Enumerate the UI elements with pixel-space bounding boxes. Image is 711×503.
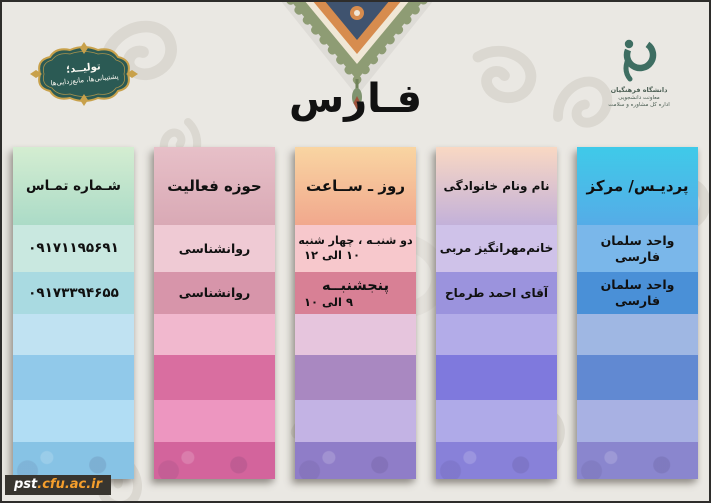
logo-office-line: اداره کل مشاوره و سلامت: [608, 102, 670, 109]
table-cell: [154, 442, 275, 479]
column-campus-center: پردیـس/ مرکز واحد سلمان فارسی واحد سلمان…: [577, 147, 698, 479]
column-header-day-time: روز ـ ســاعت: [295, 147, 416, 225]
table-cell: ۰۹۱۷۳۳۹۴۶۵۵: [13, 272, 134, 314]
table-cell: [295, 400, 416, 442]
watermark-prefix: pst: [14, 477, 38, 492]
university-logo-icon: [623, 38, 657, 82]
column-header-campus: پردیـس/ مرکز: [577, 147, 698, 225]
column-header-label: حوزه فعالیت: [167, 176, 262, 195]
table-cell: [436, 314, 557, 355]
column-phone-number: شـماره تمـاس ۰۹۱۷۱۱۹۵۶۹۱ ۰۹۱۷۳۳۹۴۶۵۵: [13, 147, 134, 479]
arabesque-ornament-icon: [281, 2, 433, 110]
table-cell: روانشناسی: [154, 225, 275, 272]
table-cell: ۰۹۱۷۱۱۹۵۶۹۱: [13, 225, 134, 272]
table-cell: روانشناسی: [154, 272, 275, 314]
table-cell: [577, 314, 698, 355]
table-cell: [13, 400, 134, 442]
table-cell: خانم‌مهرانگیز مربی: [436, 225, 557, 272]
column-full-name: نام ونام خانوادگی خانم‌مهرانگیز مربی آقا…: [436, 147, 557, 479]
table-cell: [577, 400, 698, 442]
table-cell: [436, 355, 557, 400]
column-activity-field: حوزه فعالیت روانشناسی روانشناسی: [154, 147, 275, 479]
table-cell: واحد سلمان فارسی: [577, 272, 698, 314]
table-cell: [295, 442, 416, 479]
column-header-label: شـماره تمـاس: [26, 177, 121, 194]
logo-org-name: دانشگاه فرهنگیان: [610, 86, 668, 94]
table-cell: [13, 314, 134, 355]
watermark-suffix: .cfu.ac.ir: [37, 477, 103, 492]
column-day-time: روز ـ ســاعت دو شنبـه ، چهار شنبه ۱۰ الی…: [295, 147, 416, 479]
table-cell: [154, 314, 275, 355]
table-cell: دو شنبـه ، چهار شنبه ۱۰ الی ۱۲: [295, 225, 416, 272]
university-logo: دانشگاه فرهنگیان معاونت دانشجویی اداره ک…: [585, 36, 693, 110]
column-header-label: نام ونام خانوادگی: [443, 178, 550, 193]
logo-dept-line: معاونت دانشجویی: [618, 94, 660, 101]
table-cell: [436, 400, 557, 442]
table-cell: [577, 355, 698, 400]
table-cell: [577, 442, 698, 479]
column-header-label: پردیـس/ مرکز: [586, 176, 689, 195]
contacts-table: پردیـس/ مرکز واحد سلمان فارسی واحد سلمان…: [13, 147, 698, 479]
table-cell: آقای احمد طرماح: [436, 272, 557, 314]
table-cell: واحد سلمان فارسی: [577, 225, 698, 272]
column-header-name: نام ونام خانوادگی: [436, 147, 557, 225]
column-header-phone: شـماره تمـاس: [13, 147, 134, 225]
table-cell: [295, 314, 416, 355]
table-cell: [436, 442, 557, 479]
column-header-label: روز ـ ســاعت: [306, 176, 405, 195]
page-title: فـارس: [288, 76, 423, 122]
table-cell: پنجشنبــه ۹ الی ۱۰: [295, 272, 416, 314]
table-cell: [154, 355, 275, 400]
table-cell: [295, 355, 416, 400]
table-cell: [13, 442, 134, 479]
table-cell: [154, 400, 275, 442]
column-header-field: حوزه فعالیت: [154, 147, 275, 225]
table-cell: [13, 355, 134, 400]
watermark: pst.cfu.ac.ir: [5, 475, 112, 495]
